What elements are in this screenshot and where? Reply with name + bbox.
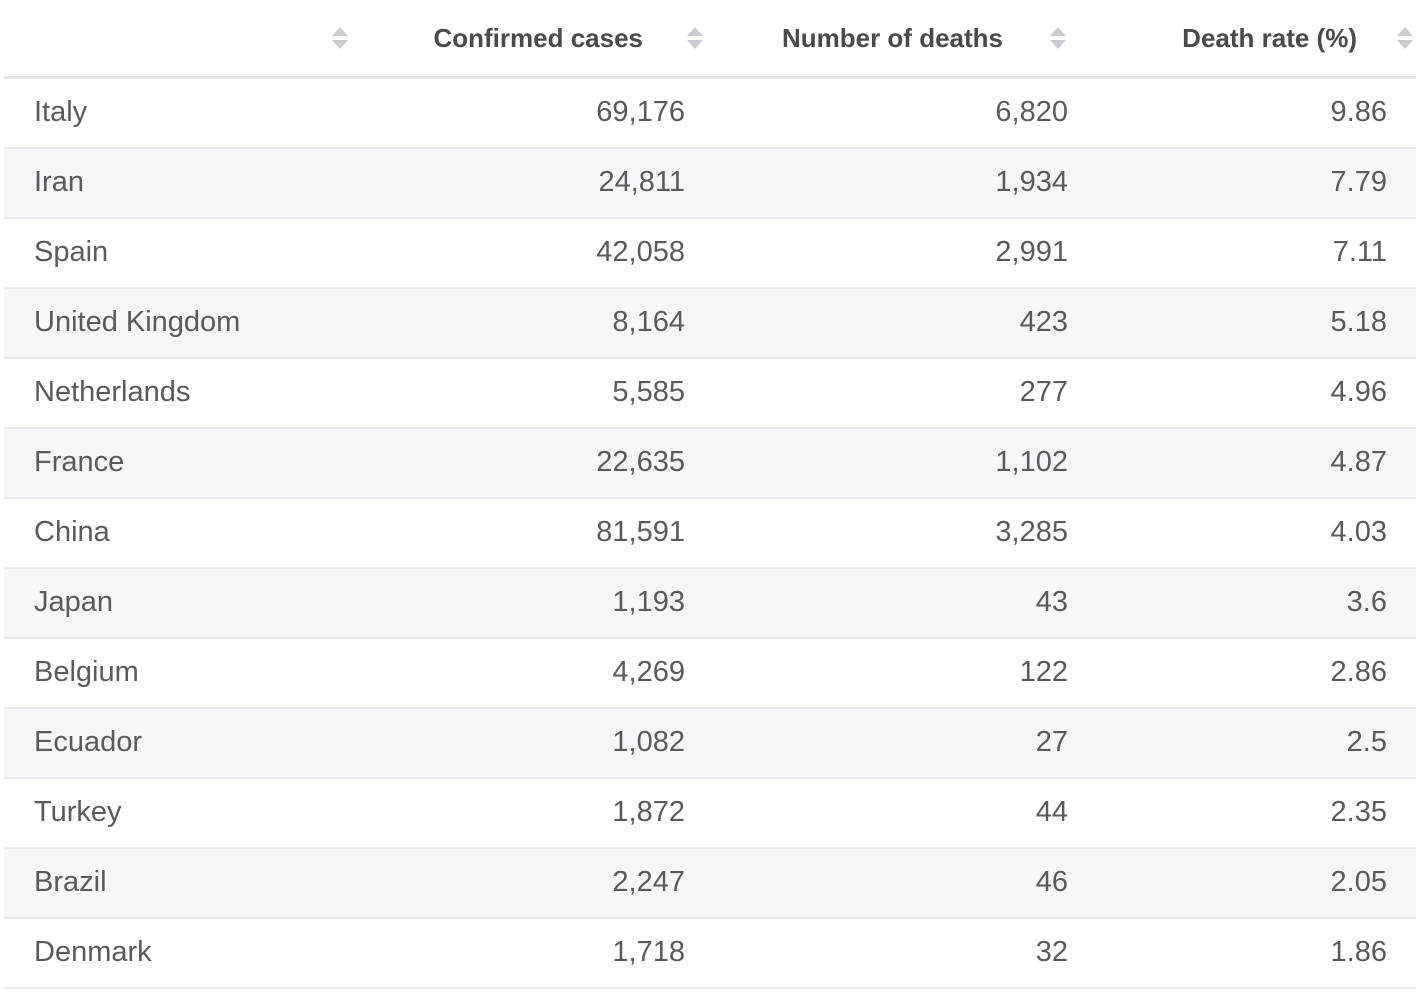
death-rate-cell: 4.87 [1099,427,1416,499]
table-row: Spain 42,058 2,991 7.11 [4,217,1416,289]
confirmed-cases-cell: 69,176 [360,77,715,149]
table-row: Japan 1,193 43 3.6 [4,567,1416,639]
number-of-deaths-cell: 2,991 [715,217,1099,289]
table-row: Turkey 1,872 44 2.35 [4,777,1416,849]
confirmed-cases-cell: 24,811 [360,147,715,219]
number-of-deaths-cell: 43 [715,567,1099,639]
column-header-death-rate[interactable]: Death rate (%) [1099,0,1416,79]
death-rate-cell: 2.86 [1099,637,1416,709]
table-row: France 22,635 1,102 4.87 [4,427,1416,499]
table-row: Denmark 1,718 32 1.86 [4,917,1416,989]
sort-icon[interactable] [332,27,348,49]
confirmed-cases-cell: 22,635 [360,427,715,499]
number-of-deaths-cell: 3,285 [715,497,1099,569]
data-table-container: Confirmed cases Number of deaths Death r… [4,0,1416,989]
death-rate-cell: 2.5 [1099,707,1416,779]
country-cell: Belgium [4,637,360,709]
table-body: Italy 69,176 6,820 9.86 Iran 24,811 1,934 7.79 S… [4,77,1416,989]
table-row: Italy 69,176 6,820 9.86 [4,77,1416,149]
column-header-country[interactable] [4,0,360,79]
confirmed-cases-cell: 4,269 [360,637,715,709]
country-cell: United Kingdom [4,287,360,359]
sort-icon[interactable] [687,27,703,49]
table-row: Netherlands 5,585 277 4.96 [4,357,1416,429]
number-of-deaths-cell: 1,934 [715,147,1099,219]
country-cell: Turkey [4,777,360,849]
table-row: Belgium 4,269 122 2.86 [4,637,1416,709]
confirmed-cases-cell: 8,164 [360,287,715,359]
number-of-deaths-cell: 277 [715,357,1099,429]
column-header-label: Death rate (%) [1182,22,1357,53]
country-cell: Italy [4,77,360,149]
column-header-number-of-deaths[interactable]: Number of deaths [715,0,1099,79]
table-row: United Kingdom 8,164 423 5.18 [4,287,1416,359]
column-header-confirmed-cases[interactable]: Confirmed cases [360,0,715,79]
confirmed-cases-cell: 5,585 [360,357,715,429]
number-of-deaths-cell: 1,102 [715,427,1099,499]
country-cell: Spain [4,217,360,289]
confirmed-cases-cell: 1,082 [360,707,715,779]
number-of-deaths-cell: 6,820 [715,77,1099,149]
country-cell: Japan [4,567,360,639]
death-rate-cell: 9.86 [1099,77,1416,149]
confirmed-cases-cell: 1,193 [360,567,715,639]
country-cell: France [4,427,360,499]
country-cell: Netherlands [4,357,360,429]
confirmed-cases-cell: 2,247 [360,847,715,919]
table-row: China 81,591 3,285 4.03 [4,497,1416,569]
number-of-deaths-cell: 46 [715,847,1099,919]
sort-icon[interactable] [1050,27,1066,49]
death-rate-cell: 4.03 [1099,497,1416,569]
table-row: Brazil 2,247 46 2.05 [4,847,1416,919]
death-rate-cell: 2.05 [1099,847,1416,919]
death-rate-cell: 4.96 [1099,357,1416,429]
table-row: Iran 24,811 1,934 7.79 [4,147,1416,219]
table-row: Ecuador 1,082 27 2.5 [4,707,1416,779]
country-cell: China [4,497,360,569]
number-of-deaths-cell: 423 [715,287,1099,359]
sort-icon[interactable] [1397,27,1413,49]
death-rate-cell: 3.6 [1099,567,1416,639]
country-cell: Denmark [4,917,360,989]
column-header-label: Confirmed cases [433,22,643,53]
confirmed-cases-cell: 1,718 [360,917,715,989]
death-rate-cell: 7.79 [1099,147,1416,219]
death-rate-cell: 2.35 [1099,777,1416,849]
confirmed-cases-cell: 81,591 [360,497,715,569]
table-header-row: Confirmed cases Number of deaths Death r… [4,0,1416,79]
death-rate-cell: 5.18 [1099,287,1416,359]
number-of-deaths-cell: 44 [715,777,1099,849]
death-rate-cell: 7.11 [1099,217,1416,289]
number-of-deaths-cell: 27 [715,707,1099,779]
number-of-deaths-cell: 122 [715,637,1099,709]
confirmed-cases-cell: 1,872 [360,777,715,849]
country-cell: Ecuador [4,707,360,779]
number-of-deaths-cell: 32 [715,917,1099,989]
death-rate-cell: 1.86 [1099,917,1416,989]
confirmed-cases-cell: 42,058 [360,217,715,289]
country-cell: Iran [4,147,360,219]
column-header-label: Number of deaths [781,22,1003,53]
data-table: Confirmed cases Number of deaths Death r… [4,0,1416,989]
country-cell: Brazil [4,847,360,919]
